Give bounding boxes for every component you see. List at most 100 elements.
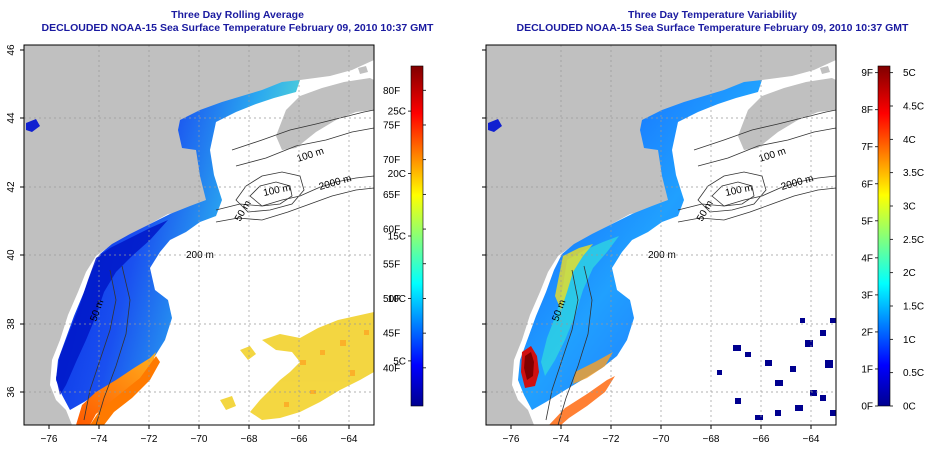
- panel-subtitle: DECLOUDED NOAA-15 Sea Surface Temperatur…: [41, 22, 434, 34]
- lat-tick-label: 42: [6, 181, 17, 193]
- var-shelf-water: [518, 80, 762, 410]
- sst-gulf-stream: [76, 352, 156, 425]
- sst-coastal-cold: [56, 220, 168, 395]
- contour-label: 200 m: [648, 250, 676, 261]
- lon-tick-label: −70: [653, 434, 670, 445]
- colorbar-tick-label: 2C: [903, 268, 916, 279]
- var-high-hotspot-core: [524, 352, 534, 380]
- colorbar-right-ticks: 5C 4.5C 4C 3.5C 3C 2.5C 2C 1.5C 1C 0.5C 0C: [890, 68, 924, 413]
- colorbar-tick-label: 1.5C: [903, 302, 924, 313]
- lon-tick-label: −74: [91, 434, 108, 445]
- colorbar-tick-label: 0.5C: [903, 368, 924, 379]
- colorbar-tick-label: 3F: [861, 290, 873, 301]
- lat-tick-label: 44: [6, 112, 17, 124]
- colorbar-left-ticks: 25C 20C 15C 10C 5C: [388, 107, 411, 367]
- colorbar-tick-label: 55F: [383, 259, 400, 270]
- lon-tick-label: −68: [703, 434, 720, 445]
- sst-shelf-water: [56, 80, 300, 410]
- map-grid: [24, 45, 374, 425]
- panel-subtitle: DECLOUDED NOAA-15 Sea Surface Temperatur…: [516, 22, 909, 34]
- colorbar-right-ticks: 80F 75F 70F 65F 60F 55F 50F 45F 40F: [383, 86, 426, 374]
- lon-tick-label: −64: [803, 434, 820, 445]
- lat-tick-label: 38: [6, 318, 17, 330]
- lat-tick-label: 36: [475, 386, 478, 398]
- colorbar-tick-label: 65F: [383, 190, 400, 201]
- lake-icon: [26, 119, 40, 132]
- sst-offshore-warm-patches: [220, 312, 374, 420]
- colorbar-tick-label: 1C: [903, 335, 916, 346]
- var-cyan-band: [541, 236, 619, 376]
- colorbar: [877, 65, 891, 407]
- lat-axis: 36 38 40 42 44 46: [475, 44, 486, 398]
- lat-tick-label: 40: [475, 249, 478, 261]
- lon-tick-label: −66: [753, 434, 770, 445]
- sst-variability-map: 100 m 100 m 2000 m 200 m 50 m 50 m −76: [475, 44, 924, 445]
- var-gulf-edge: [549, 376, 615, 425]
- colorbar-tick-label: 4F: [861, 253, 873, 264]
- lon-tick-label: −76: [41, 434, 58, 445]
- colorbar-tick-label: 3.5C: [903, 168, 924, 179]
- land-mass: [486, 45, 836, 425]
- colorbar-tick-label: 7F: [861, 142, 873, 153]
- land-mass: [24, 45, 374, 425]
- colorbar-tick-label: 6F: [861, 179, 873, 190]
- colorbar-tick-label: 4.5C: [903, 102, 924, 113]
- lon-tick-label: −64: [341, 434, 358, 445]
- var-yellow-streak: [555, 244, 593, 310]
- lat-tick-label: 46: [475, 44, 478, 56]
- colorbar-tick-label: 5C: [903, 68, 916, 79]
- colorbar-tick-label: 8F: [861, 105, 873, 116]
- colorbar-tick-label: 60F: [383, 225, 400, 236]
- colorbar-tick-label: 5C: [393, 356, 406, 367]
- lon-axis: −76 −74 −72 −70 −68 −66 −64: [41, 425, 358, 445]
- colorbar-tick-label: 1F: [861, 364, 873, 375]
- sst-variability-panel: Three Day Temperature Variability DECLOU…: [475, 0, 950, 475]
- lon-tick-label: −66: [291, 434, 308, 445]
- colorbar-tick-label: 20C: [388, 169, 406, 180]
- colorbar-tick-label: 45F: [383, 329, 400, 340]
- map-grid: [486, 45, 836, 425]
- lon-tick-label: −70: [191, 434, 208, 445]
- colorbar-left-ticks: 9F 8F 7F 6F 5F 4F 3F 2F 1F 0F: [861, 68, 878, 413]
- colorbar-tick-label: 40F: [383, 363, 400, 374]
- sst-offshore-warm-speckle: [284, 330, 369, 407]
- colorbar: [410, 65, 424, 407]
- colorbar-tick-label: 80F: [383, 86, 400, 97]
- colorbar-tick-label: 0F: [861, 402, 873, 413]
- sst-average-map: 100 m 100 m 2000 m 200 m 50 m 50 m: [6, 44, 426, 445]
- bathymetry-contours: [545, 109, 837, 426]
- lon-tick-label: −68: [241, 434, 258, 445]
- lat-tick-label: 38: [475, 318, 478, 330]
- lon-tick-label: −76: [503, 434, 520, 445]
- colorbar-tick-label: 2F: [861, 327, 873, 338]
- colorbar-tick-label: 10C: [388, 294, 406, 305]
- colorbar-tick-label: 75F: [383, 120, 400, 131]
- colorbar-tick-label: 25C: [388, 107, 406, 118]
- colorbar-tick-label: 9F: [861, 68, 873, 79]
- land-nova-scotia: [738, 78, 836, 150]
- panel-title: Three Day Rolling Average: [171, 9, 304, 21]
- lake-icon: [488, 119, 502, 132]
- colorbar-tick-label: 15C: [388, 232, 406, 243]
- lat-tick-label: 42: [475, 181, 478, 193]
- lon-tick-label: −74: [553, 434, 570, 445]
- contour-label: 200 m: [186, 250, 214, 261]
- lon-tick-label: −72: [603, 434, 620, 445]
- lon-axis: −76 −74 −72 −70 −68 −66 −64: [503, 425, 820, 445]
- colorbar-tick-label: 4C: [903, 135, 916, 146]
- colorbar-tick-label: 70F: [383, 155, 400, 166]
- lat-tick-label: 40: [6, 249, 17, 261]
- lat-tick-label: 44: [475, 112, 478, 124]
- panel-title: Three Day Temperature Variability: [627, 9, 798, 21]
- var-gulf-edge-orange: [573, 352, 613, 384]
- bathymetry-contours: [83, 109, 375, 426]
- colorbar-tick-label: 5F: [861, 216, 873, 227]
- colorbar-tick-label: 3C: [903, 202, 916, 213]
- colorbar-tick-label: 50F: [383, 294, 400, 305]
- var-offshore-speckle: [717, 318, 836, 420]
- land-nova-scotia: [276, 78, 374, 150]
- sst-average-panel: Three Day Rolling Average DECLOUDED NOAA…: [6, 9, 434, 445]
- lat-tick-label: 36: [6, 386, 17, 398]
- lat-tick-label: 46: [6, 44, 17, 56]
- colorbar-tick-label: 2.5C: [903, 235, 924, 246]
